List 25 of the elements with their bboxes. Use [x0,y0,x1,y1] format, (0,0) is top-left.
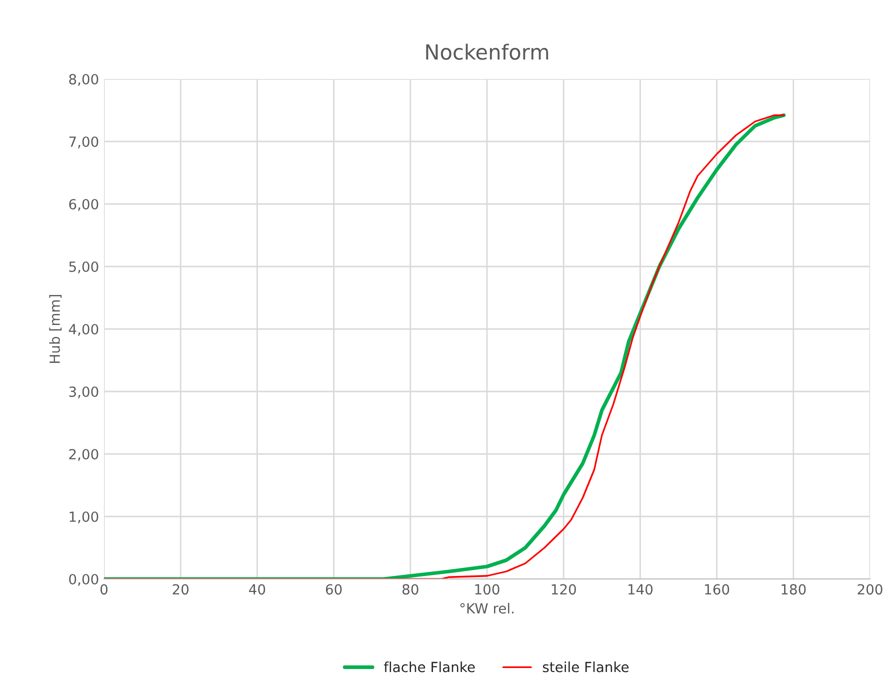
legend-label: steile Flanke [542,662,629,672]
x-tick-label: 100 [475,584,500,595]
x-tick-label: 60 [326,584,342,595]
y-tick-label: 5,00 [69,261,98,274]
x-tick-label: 180 [782,584,806,595]
y-tick-label: 8,00 [69,74,98,86]
x-tick-label: 80 [402,584,418,595]
y-tick-label: 0,00 [69,574,98,586]
y-tick-label: 2,00 [69,448,98,461]
y-tick-label: 6,00 [69,198,98,211]
y-tick-label: 1,00 [70,511,98,524]
y-tick-label: 4,00 [68,324,98,336]
x-tick-label: 160 [705,584,730,595]
x-tick-label: 200 [858,584,882,595]
x-tick-label: 0 [100,584,108,595]
y-tick-label: 7,00 [69,136,98,148]
x-axis-title: °KW rel. [460,602,514,614]
x-tick-label: 140 [628,584,653,595]
x-tick-label: 120 [552,584,576,595]
x-tick-label: 40 [249,584,266,595]
x-tick-label: 20 [172,584,189,595]
y-tick-label: 3,00 [69,386,98,398]
chart-title: Nockenform [426,44,548,60]
legend-label: flache Flanke [384,662,475,672]
y-axis-title: Hub [mm] [49,295,62,363]
